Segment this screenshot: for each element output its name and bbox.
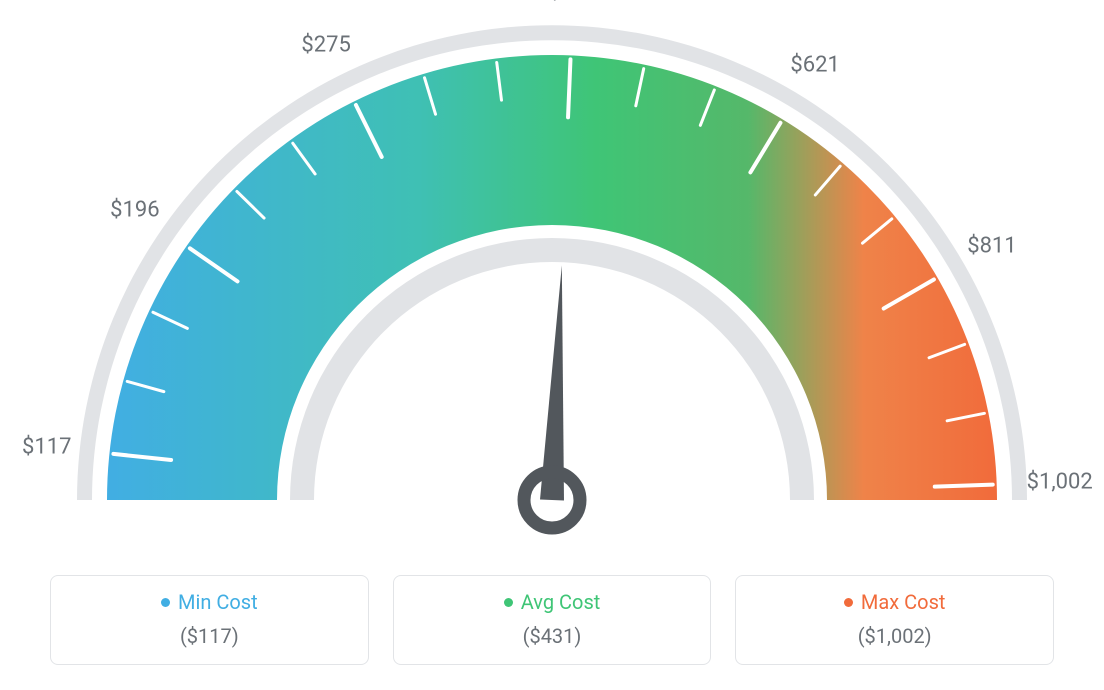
legend-avg-dot bbox=[504, 598, 513, 607]
legend-avg-value: ($431) bbox=[404, 624, 701, 648]
gauge-tick-label: $621 bbox=[790, 53, 839, 78]
gauge-tick-label: $1,002 bbox=[1027, 470, 1093, 495]
gauge-tick-label: $431 bbox=[549, 0, 598, 5]
legend-max-value: ($1,002) bbox=[746, 624, 1043, 648]
gauge-chart: $117 $196 $275 $431 $621 $811 $1,002 bbox=[0, 0, 1104, 560]
legend-min-dot bbox=[161, 598, 170, 607]
gauge-tick-label: $811 bbox=[967, 234, 1016, 259]
legend-avg-title: Avg Cost bbox=[504, 590, 601, 614]
legend-max-dot bbox=[844, 598, 853, 607]
legend-avg: Avg Cost ($431) bbox=[393, 575, 712, 665]
gauge-tick-major bbox=[935, 485, 993, 487]
gauge-tick-major bbox=[568, 59, 570, 117]
gauge-tick-label: $275 bbox=[301, 32, 350, 57]
chart-container: $117 $196 $275 $431 $621 $811 $1,002 Min Cost … bbox=[0, 0, 1104, 690]
legend-min-title-text: Min Cost bbox=[178, 590, 258, 614]
legend-min-value: ($117) bbox=[61, 624, 358, 648]
legend-min-title: Min Cost bbox=[161, 590, 258, 614]
legend-max-title-text: Max Cost bbox=[861, 590, 946, 614]
legend-avg-title-text: Avg Cost bbox=[521, 590, 601, 614]
gauge-tick-label: $196 bbox=[110, 198, 159, 223]
legend-max: Max Cost ($1,002) bbox=[735, 575, 1054, 665]
gauge-svg bbox=[0, 0, 1104, 560]
legend-row: Min Cost ($117) Avg Cost ($431) Max Cost… bbox=[50, 575, 1054, 665]
gauge-needle bbox=[540, 265, 564, 500]
legend-max-title: Max Cost bbox=[844, 590, 946, 614]
gauge-tick-label: $117 bbox=[22, 434, 71, 459]
legend-min: Min Cost ($117) bbox=[50, 575, 369, 665]
